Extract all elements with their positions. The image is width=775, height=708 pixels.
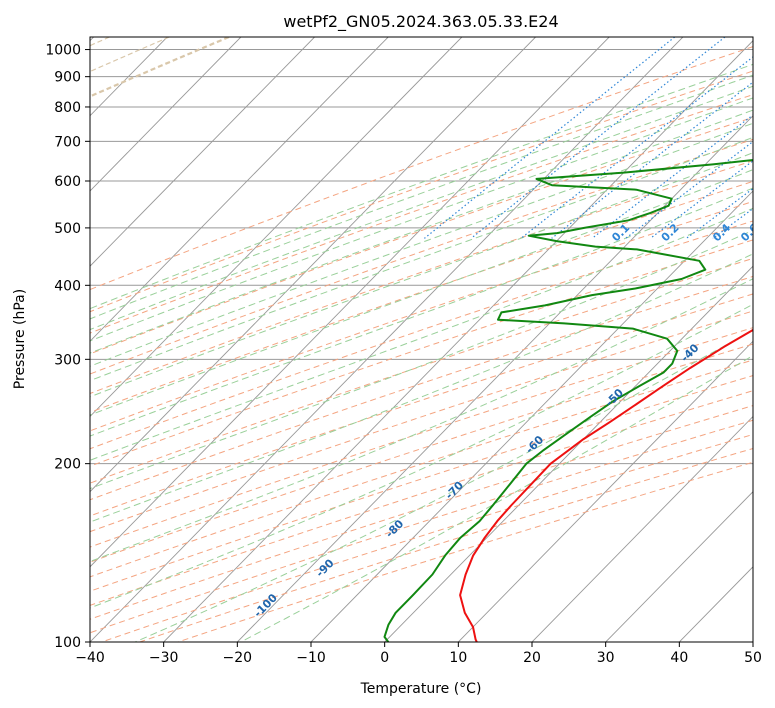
x-tick-label: −40 [75,650,105,666]
dry-adiabat [90,200,753,432]
y-tick-label: 1000 [45,43,81,59]
theta-label: -70 [443,479,466,502]
isotherm [236,115,753,642]
theta-label: -90 [313,556,336,579]
y-tick-label: 600 [54,174,81,190]
dry-adiabat [90,70,753,313]
isotherm [605,491,753,642]
mixing-ratio-line [424,37,676,239]
dry-adiabat [90,239,753,467]
isotherm [90,37,610,568]
moist-adiabat [90,63,753,310]
x-tick-label: 50 [744,650,762,666]
y-tick-label: 100 [54,635,81,651]
isotherm [90,37,242,192]
theta-label: -100 [251,591,280,620]
dry-adiabat [90,375,753,592]
y-axis-label: Pressure (hPa) [12,289,28,389]
mixing-ratio-line [470,37,726,239]
x-tick-label: 30 [597,650,615,666]
isotherm [752,641,753,642]
mixing-ratio-line [751,236,753,239]
x-axis-label: Temperature (°C) [360,681,482,697]
y-tick-label: 800 [54,100,81,116]
moist-adiabat [134,329,753,642]
mixing-ratio-line [591,114,753,239]
isotherm [90,37,684,642]
moist-adiabat [90,229,753,490]
dry-adiabat [90,343,753,563]
moist-adiabat [90,169,753,416]
moist-adiabat [240,355,753,642]
y-axis-ticks: 100 200 300 400 500 600 700 800 900 1000 [45,43,90,651]
line-labels: -100-90-80-70-60-50-40-30-20-100.10.20.4… [251,221,775,620]
dry-adiabat [90,138,753,375]
isotherm [384,265,753,642]
moist-adiabat [90,136,753,382]
dry-adiabat [90,310,753,533]
mixing-ratio-label: 0.1 [609,221,632,244]
isotherm [90,37,315,267]
dry-adiabat [90,180,753,413]
moist-adiabat [90,74,753,320]
y-tick-label: 500 [54,221,81,237]
theta-label: -30 [753,305,775,328]
x-tick-label: −20 [223,650,253,666]
plot-frame [89,36,754,643]
dry-adiabat [90,160,753,395]
dry-adiabat [90,116,753,355]
isotherm [90,37,463,418]
dry-adiabat [90,94,753,334]
y-tick-label: 400 [54,278,81,294]
dry-adiabat [90,275,753,501]
curved-ring [90,37,230,98]
x-tick-label: 20 [523,650,541,666]
isotherm [457,340,753,642]
y-tick-label: 900 [54,70,81,86]
dry-adiabat [90,405,753,620]
sounding-lines [383,159,753,642]
temperature-line [459,328,753,642]
moist-adiabat [90,97,753,342]
x-tick-label: −10 [296,650,326,666]
mixing-ratio-line [625,140,753,239]
mixing-ratio-label: 0.2 [659,221,682,244]
dry-adiabat [90,257,753,484]
dry-adiabat [90,327,753,548]
x-tick-label: −30 [149,650,179,666]
mixing-ratio-line [649,160,753,239]
theta-label: -80 [383,517,406,540]
y-tick-label: 200 [54,457,81,473]
background-lines [90,37,753,642]
chart-title: wetPf2_GN05.2024.363.05.33.E24 [283,12,558,32]
x-tick-label: 40 [670,650,688,666]
x-tick-label: 10 [449,650,467,666]
mixing-ratio-line [685,187,753,239]
moist-adiabat [90,109,753,354]
isotherm [90,37,536,493]
moist-adiabat [90,122,753,367]
moist-adiabat [90,187,753,437]
isotherm [163,40,753,642]
dry-adiabat [90,293,753,517]
isotherm [90,37,389,342]
isotherm [531,415,753,642]
dry-adiabat [90,220,753,450]
moist-adiabat [90,303,753,609]
dry-adiabat [90,46,753,291]
y-tick-label: 300 [54,352,81,368]
y-tick-label: 700 [54,134,81,150]
x-axis-ticks: −40 −30 −20 −10 0 10 20 30 40 50 [75,642,762,666]
dewpoint-line [383,159,753,642]
mixing-ratio-line [520,56,753,239]
dry-adiabat [90,390,753,606]
x-tick-label: 0 [380,650,389,666]
moist-adiabat [90,278,753,563]
dry-adiabat [90,359,753,578]
moist-adiabat [90,207,753,461]
